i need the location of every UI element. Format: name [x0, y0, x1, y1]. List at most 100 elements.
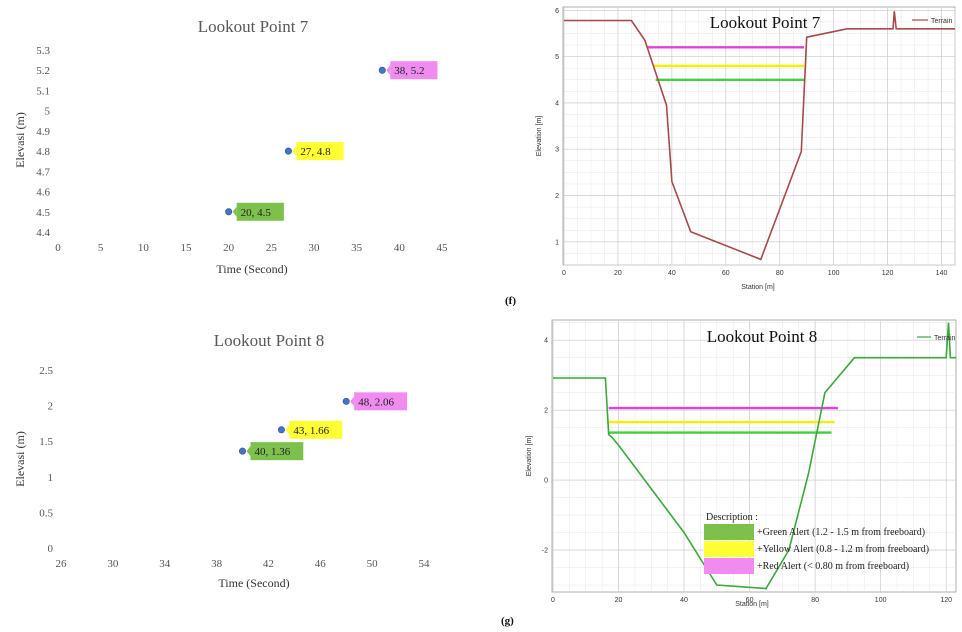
y-tick-label: 2	[48, 401, 54, 413]
x-axis-label: Time (Second)	[218, 576, 289, 590]
x-tick-label: 0	[55, 242, 61, 254]
x-tick-label: 25	[266, 242, 278, 254]
data-point	[277, 426, 285, 434]
data-label: 20, 4.5	[241, 207, 272, 219]
x-tick-label: 20	[614, 270, 622, 277]
terrain-line	[564, 11, 955, 261]
data-label-box	[354, 392, 408, 411]
x-tick-label: 30	[309, 242, 321, 254]
data-label-pointer	[386, 65, 391, 76]
y-tick-label: 4.9	[36, 126, 50, 138]
y-tick-label: 1.5	[39, 436, 53, 448]
data-point	[342, 397, 350, 405]
x-tick-label: 140	[936, 270, 948, 277]
data-label-pointer	[285, 424, 290, 435]
legend-label: Terrain	[934, 335, 956, 342]
y-tick-label: 4.7	[36, 166, 50, 178]
x-tick-label: 38	[211, 558, 223, 570]
x-axis-label: Station [m]	[735, 601, 769, 608]
x-axis-label: Time (Second)	[216, 262, 287, 276]
x-tick-label: 35	[351, 242, 363, 254]
x-tick-label: 80	[811, 597, 819, 604]
legend: Terrain	[912, 18, 953, 25]
description-title: Description :	[706, 512, 758, 523]
caption-g: (g)	[501, 615, 514, 627]
y-tick-label: 2	[555, 193, 559, 200]
x-tick-label: 40	[668, 270, 676, 277]
y-tick-label: 5	[45, 106, 51, 118]
y-tick-label: 5	[555, 54, 559, 61]
legend-label: Terrain	[931, 18, 953, 25]
y-tick-label: 3	[555, 147, 559, 154]
x-tick-label: 30	[107, 558, 119, 570]
y-tick-label: 5.1	[36, 85, 50, 97]
data-label: 48, 2.06	[358, 396, 394, 408]
legend-item-label: +Red Alert (< 0.80 m from freeboard)	[757, 561, 909, 572]
profile-chart-lookout-7: 0 20 40 60 80 100 120 140 1 2 3 4 5 6 Station [m] Ele…	[536, 6, 956, 291]
y-tick-label: 0	[544, 478, 548, 485]
y-tick-label: 4	[555, 100, 559, 107]
x-tick-label: 100	[828, 270, 840, 277]
legend-color-swatch	[704, 524, 754, 540]
x-tick-label: 0	[562, 270, 566, 277]
y-axis-label: Elevasi (m)	[13, 431, 27, 487]
x-tick-label: 120	[940, 597, 952, 604]
y-tick-label: 1	[48, 472, 54, 484]
x-tick-label: 20	[223, 242, 235, 254]
x-tick-label: 60	[746, 597, 754, 604]
data-label-pointer	[246, 446, 251, 457]
y-tick-label: 4.8	[36, 146, 50, 158]
x-tick-label: 20	[615, 597, 623, 604]
data-label-box	[236, 202, 284, 221]
plot-title: Lookout Point 7	[710, 13, 821, 32]
data-label-box	[250, 442, 304, 461]
data-label: 43, 1.66	[293, 425, 329, 437]
x-tick-label: 60	[722, 270, 730, 277]
x-tick-label: 5	[98, 242, 104, 254]
alert-description-box: Description : +Green Alert (1.2 - 1.5 m …	[704, 512, 929, 574]
y-tick-label: 2.5	[39, 365, 53, 377]
x-tick-label: 15	[181, 242, 193, 254]
scatter-chart-lookout-7: Lookout Point 7 4.4 4.5 4.6 4.7 4.8 4.9 5 5.1 5.…	[13, 17, 448, 276]
x-tick-label: 80	[776, 270, 784, 277]
data-label-pointer	[232, 206, 237, 217]
legend-item-label: +Yellow Alert (0.8 - 1.2 m from freeboar…	[757, 544, 929, 555]
x-tick-label: 45	[437, 242, 449, 254]
chart-title: Lookout Point 7	[198, 17, 309, 36]
data-label-box	[289, 420, 343, 439]
x-axis-label: Station [m]	[741, 284, 775, 291]
x-tick-label: 0	[551, 597, 555, 604]
x-tick-label: 40	[394, 242, 406, 254]
data-label-box	[296, 142, 344, 161]
profile-chart-lookout-8: 0 20 40 60 80 100 120 -2 0 2 4 Station [m] Elevati…	[526, 319, 957, 608]
x-tick-label: 54	[419, 558, 431, 570]
data-label: 40, 1.36	[255, 446, 291, 458]
y-tick-label: 4.4	[36, 227, 50, 239]
plot-title: Lookout Point 8	[707, 327, 818, 346]
y-axis-label: Elevation [m]	[536, 116, 543, 157]
caption-f: (f)	[505, 295, 516, 307]
y-tick-label: 6	[555, 8, 559, 15]
data-label: 38, 5.2	[394, 65, 424, 77]
x-tick-label: 10	[138, 242, 150, 254]
x-tick-label: 34	[159, 558, 171, 570]
x-tick-label: 42	[263, 558, 274, 570]
x-tick-label: 120	[882, 270, 894, 277]
x-tick-label: 100	[875, 597, 887, 604]
legend-color-swatch	[704, 558, 754, 574]
y-tick-label: 2	[544, 408, 548, 415]
legend-color-swatch	[704, 541, 754, 557]
data-point	[378, 66, 386, 74]
data-label-pointer	[350, 396, 355, 407]
y-axis-label: Elevation [m]	[526, 436, 533, 477]
y-axis-label: Elevasi (m)	[13, 112, 27, 168]
data-label: 27, 4.8	[300, 146, 331, 158]
x-tick-label: 50	[367, 558, 379, 570]
y-tick-label: 4.6	[36, 187, 50, 199]
legend: Terrain	[917, 335, 956, 342]
data-point	[284, 147, 292, 155]
y-tick-label: 4	[544, 338, 548, 345]
data-label-pointer	[292, 146, 297, 157]
legend-item-label: +Green Alert (1.2 - 1.5 m from freeboard…	[757, 527, 925, 538]
